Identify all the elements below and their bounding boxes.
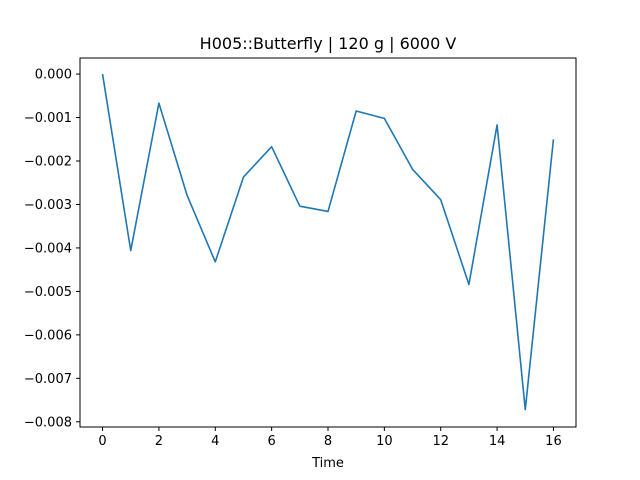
y-axis: 0.000 −0.001 −0.002 −0.003 −0.004 −0.005 −0.00… [24, 68, 80, 430]
y-tick-label: −0.004 [24, 241, 72, 256]
y-tick-label: −0.007 [24, 372, 72, 387]
y-tick-label: −0.005 [24, 285, 72, 300]
y-tick-label: −0.003 [24, 198, 72, 213]
x-tick-label: 6 [267, 434, 275, 449]
x-tick-label: 16 [545, 434, 562, 449]
x-tick-label: 8 [324, 434, 332, 449]
chart-title: H005::Butterfly | 120 g | 6000 V [200, 34, 457, 53]
y-tick-label: −0.002 [24, 155, 72, 170]
series-line [101, 73, 555, 411]
y-tick-label: 0.000 [35, 68, 72, 83]
x-tick-label: 14 [489, 434, 506, 449]
x-tick-label: 12 [432, 434, 449, 449]
x-axis-label: Time [311, 456, 344, 471]
x-tick-label: 2 [155, 434, 163, 449]
x-axis: 0 2 4 6 8 10 12 14 16 [98, 427, 562, 449]
y-tick-label: −0.006 [24, 328, 72, 343]
x-tick-label: 4 [211, 434, 219, 449]
plot-area [101, 73, 555, 411]
x-tick-label: 0 [98, 434, 106, 449]
y-tick-label: −0.001 [24, 111, 72, 126]
y-tick-label: −0.008 [24, 415, 72, 430]
x-tick-label: 10 [376, 434, 393, 449]
